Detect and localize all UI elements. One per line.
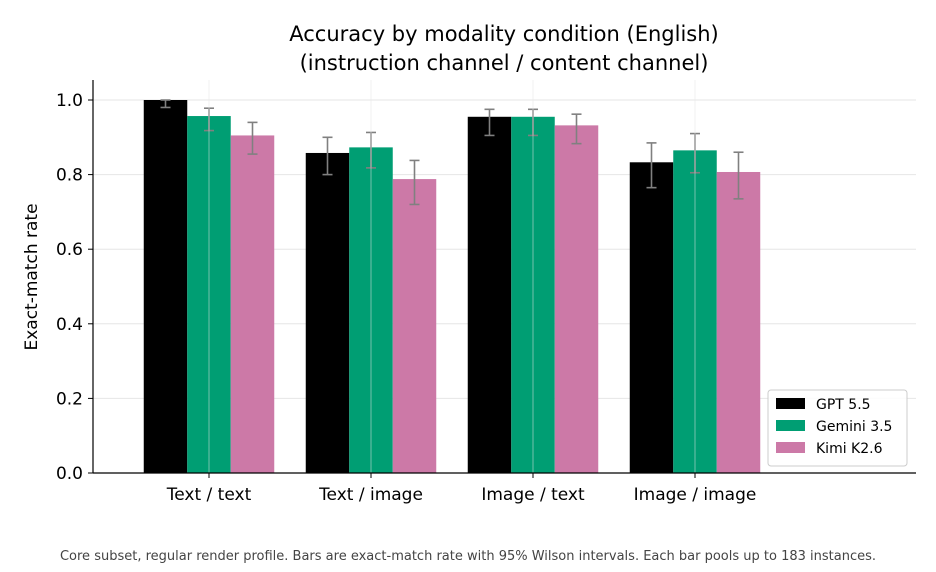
legend-swatch [776, 398, 805, 409]
legend-label: Gemini 3.5 [816, 419, 892, 435]
y-axis-ticks: 0.0 0.2 0.4 0.6 0.8 1.0 [56, 91, 93, 484]
error-bar [733, 151, 744, 200]
bar-gpt-5-5-1 [305, 152, 350, 473]
error-bar [484, 108, 495, 137]
bars [143, 100, 761, 474]
y-tick-label: 1.0 [56, 91, 83, 111]
bar-gpt-5-5-0 [143, 100, 188, 473]
vertical-gridlines [208, 80, 696, 473]
legend: GPT 5.5 Gemini 3.5 Kimi K2.6 [767, 389, 908, 467]
legend-label: GPT 5.5 [816, 397, 871, 413]
bar-kimi-k2-6-2 [554, 125, 599, 473]
x-tick-label: Image / text [481, 485, 585, 505]
legend-swatch [776, 442, 805, 453]
error-bar [160, 99, 171, 109]
legend-label: Kimi K2.6 [816, 441, 883, 457]
x-tick-label: Text / image [318, 485, 423, 505]
bar-gpt-5-5-2 [467, 116, 512, 473]
error-bar [571, 113, 582, 145]
error-bar [409, 159, 420, 206]
error-bar [322, 136, 333, 176]
legend-swatch [776, 420, 805, 431]
error-bar [247, 121, 258, 155]
bar-gpt-5-5-3 [629, 162, 674, 473]
y-tick-label: 0.2 [56, 389, 83, 409]
chart-title-line-2: (instruction channel / content channel) [300, 51, 709, 75]
bar-kimi-k2-6-3 [716, 171, 761, 473]
y-tick-label: 0.6 [56, 240, 83, 260]
x-tick-label: Text / text [166, 485, 252, 505]
chart-caption: Core subset, regular render profile. Bar… [60, 549, 876, 564]
bar-kimi-k2-6-1 [392, 179, 437, 474]
bar-kimi-k2-6-0 [230, 135, 275, 473]
y-axis-label: Exact-match rate [22, 203, 42, 350]
x-tick-label: Image / image [634, 485, 757, 505]
error-bar [646, 142, 657, 189]
chart-title-line-1: Accuracy by modality condition (English) [289, 22, 718, 46]
x-axis-ticks: Text / text Text / image Image / text Image… [166, 473, 757, 505]
y-tick-label: 0.8 [56, 166, 83, 186]
y-tick-label: 0.0 [56, 464, 83, 484]
y-tick-label: 0.4 [56, 315, 83, 335]
